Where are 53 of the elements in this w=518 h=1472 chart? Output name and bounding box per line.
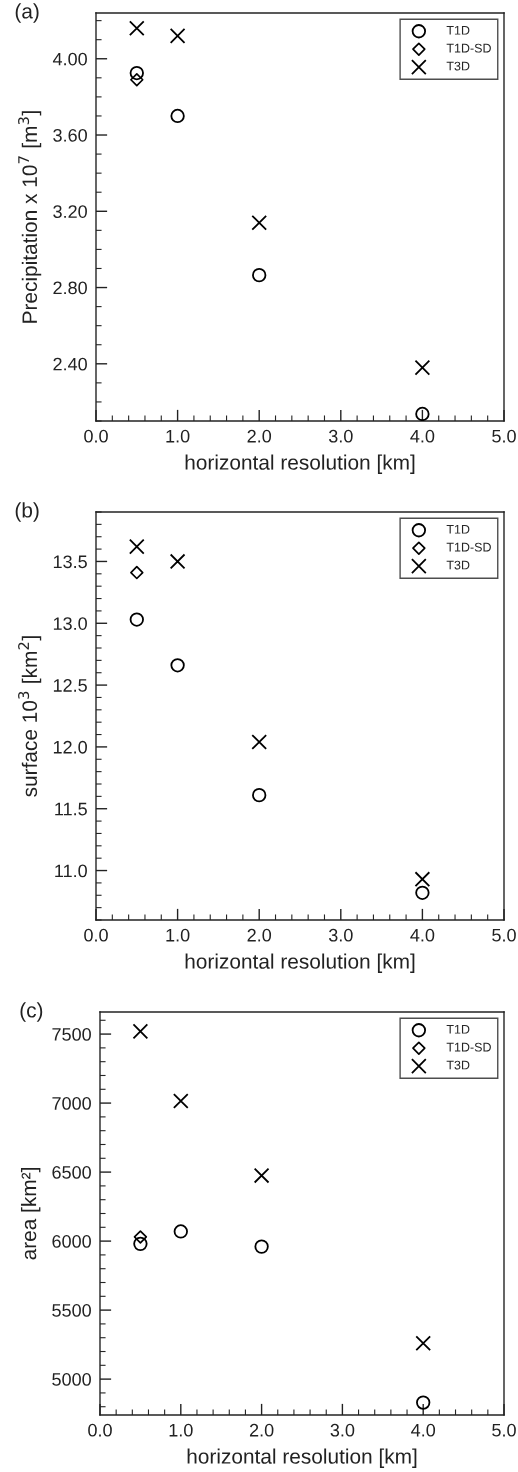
chart-title: (c) xyxy=(20,1002,43,1022)
y-tick-label: 2.80 xyxy=(53,281,87,295)
y-axis-title: area [km²] xyxy=(20,1168,41,1260)
y-tick-label: 12.5 xyxy=(53,679,87,692)
y-tick-label: 4.00 xyxy=(52,52,87,66)
x-tick-label: 4.0 xyxy=(410,928,435,942)
x-tick-label: 0.0 xyxy=(88,1423,112,1437)
chart-title: (a) xyxy=(15,3,39,23)
x-tick-label: 4.0 xyxy=(410,429,435,443)
x-tick-label: 2.0 xyxy=(247,429,272,443)
y-tick-label: 13.5 xyxy=(53,555,87,569)
chart-title: (b) xyxy=(15,502,39,522)
x-tick-label: 3.0 xyxy=(328,429,353,443)
y-tick-label: 13.0 xyxy=(53,617,87,630)
y-tick-label: 6500 xyxy=(52,1166,91,1179)
x-tick-label: 3.0 xyxy=(330,1423,355,1437)
x-tick-label: 1.0 xyxy=(166,429,190,443)
x-tick-label: 5.0 xyxy=(492,429,516,443)
legend-label: T3D xyxy=(446,61,470,71)
legend-label: T1D-SD xyxy=(446,542,491,552)
y-tick-label: 11.0 xyxy=(55,864,87,878)
y-axis-title: Precipitation x 10$^{7}$ [m$^{3}$] xyxy=(18,111,42,323)
y-tick-label: 11.5 xyxy=(55,802,87,816)
legend-label: T1D xyxy=(446,25,470,35)
legend-label: T1D-SD xyxy=(446,1042,491,1052)
x-tick-label: 0.0 xyxy=(84,928,108,942)
y-tick-label: 3.20 xyxy=(53,205,87,218)
legend-label: T1D xyxy=(446,524,470,534)
y-axis-title: surface 10$^{3}$ [km$^{2}$] xyxy=(18,636,42,797)
legend-label: T1D-SD xyxy=(446,43,491,53)
y-tick-label: 5500 xyxy=(52,1304,91,1317)
legend-label: T3D xyxy=(446,1060,470,1070)
y-tick-label: 6000 xyxy=(52,1235,91,1248)
x-tick-label: 5.0 xyxy=(492,928,516,942)
x-tick-label: 0.0 xyxy=(84,429,108,443)
y-tick-label: 7500 xyxy=(52,1028,91,1041)
y-tick-label: 5000 xyxy=(52,1373,91,1386)
x-tick-label: 1.0 xyxy=(166,928,190,942)
x-axis-title: horizontal resolution [km] xyxy=(187,1448,417,1468)
x-tick-label: 2.0 xyxy=(249,1423,274,1437)
x-tick-label: 3.0 xyxy=(328,928,353,942)
y-tick-label: 12.0 xyxy=(53,740,87,754)
x-tick-label: 4.0 xyxy=(411,1423,436,1437)
y-tick-label: 2.40 xyxy=(53,357,87,371)
x-axis-title: horizontal resolution [km] xyxy=(185,454,415,474)
y-tick-label: 7000 xyxy=(52,1097,91,1110)
x-tick-label: 2.0 xyxy=(247,928,272,942)
x-axis-title: horizontal resolution [km] xyxy=(185,953,415,973)
legend-label: T3D xyxy=(446,560,470,570)
legend-label: T1D xyxy=(446,1024,470,1034)
x-tick-label: 5.0 xyxy=(492,1423,516,1437)
x-tick-label: 1.0 xyxy=(169,1423,193,1437)
y-tick-label: 3.60 xyxy=(53,128,87,142)
